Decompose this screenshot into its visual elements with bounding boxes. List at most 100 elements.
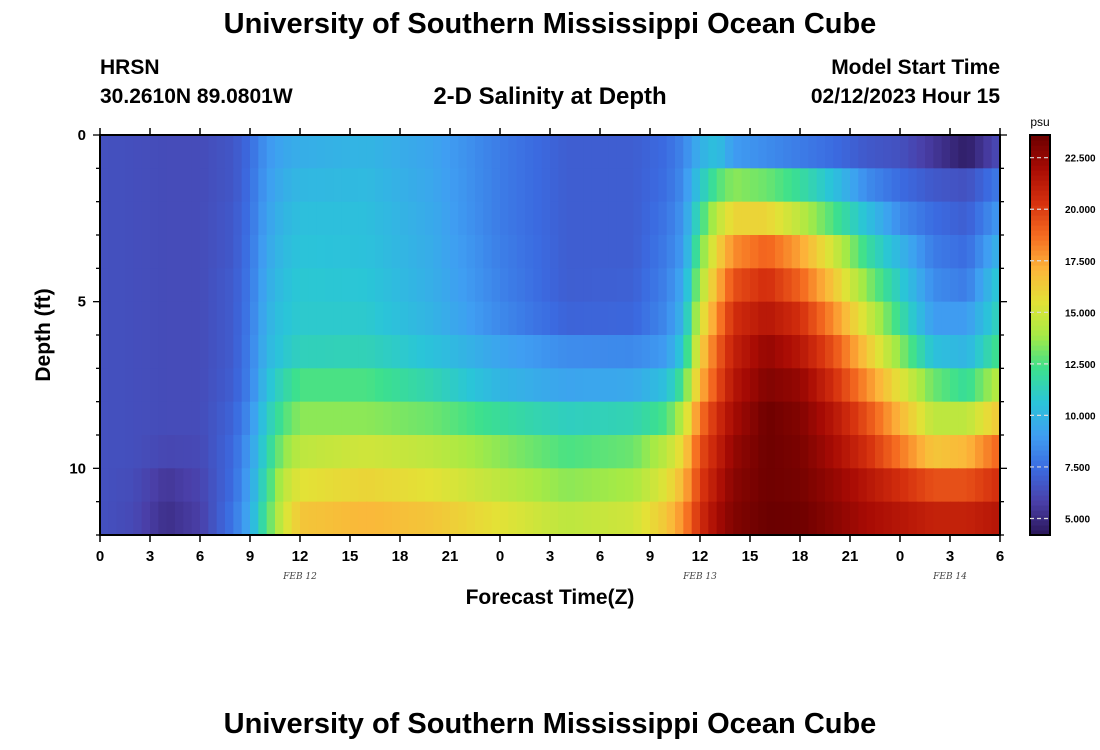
x-tick-label: 9 xyxy=(646,548,654,565)
heatmap-cell xyxy=(525,368,534,403)
heatmap-cell xyxy=(658,168,668,203)
heatmap-cell xyxy=(725,168,734,203)
heatmap-cell xyxy=(358,201,368,236)
heatmap-cell xyxy=(800,301,809,336)
heatmap-cell xyxy=(883,268,893,303)
heatmap-cell xyxy=(316,135,326,169)
heatmap-cell xyxy=(975,168,984,203)
heatmap-cell xyxy=(833,435,843,469)
heatmap-cell xyxy=(483,235,493,269)
heatmap-cell xyxy=(650,401,659,436)
heatmap-cell xyxy=(966,501,976,536)
heatmap-cell xyxy=(250,368,259,403)
heatmap-cell xyxy=(316,168,326,203)
colorbar-segment xyxy=(1030,395,1050,401)
heatmap-cell xyxy=(291,168,301,203)
heatmap-cell xyxy=(275,135,284,169)
heatmap-cell xyxy=(416,235,426,269)
heatmap-cell xyxy=(658,368,668,403)
heatmap-cell xyxy=(508,501,518,536)
heatmap-cell xyxy=(283,368,293,403)
heatmap-cell xyxy=(875,268,884,303)
heatmap-cell xyxy=(225,401,234,436)
heatmap-cell xyxy=(808,501,818,536)
heatmap-cell xyxy=(850,501,859,536)
heatmap-cell xyxy=(416,301,426,336)
heatmap-cell xyxy=(508,201,518,236)
heatmap-cell xyxy=(600,135,609,169)
heatmap-cell xyxy=(458,501,468,536)
x-tick-label: 6 xyxy=(996,548,1004,565)
heatmap-cell xyxy=(533,201,543,236)
heatmap-cell xyxy=(450,368,459,403)
heatmap-cell xyxy=(991,435,1001,469)
heatmap-cell xyxy=(258,368,268,403)
heatmap-cell xyxy=(333,201,343,236)
heatmap-cell xyxy=(450,501,459,536)
heatmap-cell xyxy=(858,401,868,436)
heatmap-cell xyxy=(750,468,759,503)
heatmap-cell xyxy=(233,368,243,403)
heatmap-cell xyxy=(491,301,501,336)
heatmap-cell xyxy=(500,401,509,436)
heatmap-cell xyxy=(183,268,193,303)
heatmap-cell xyxy=(650,235,659,269)
heatmap-cell xyxy=(633,435,643,469)
heatmap-cell xyxy=(116,135,126,169)
colorbar-segment xyxy=(1030,425,1050,431)
heatmap-cell xyxy=(508,135,518,169)
heatmap-cell xyxy=(458,235,468,269)
heatmap-cell xyxy=(166,401,176,436)
heatmap-cell xyxy=(775,135,784,169)
heatmap-cell xyxy=(216,401,226,436)
heatmap-cell xyxy=(491,135,501,169)
heatmap-cell xyxy=(425,268,434,303)
heatmap-cell xyxy=(425,501,434,536)
colorbar-segment xyxy=(1030,475,1050,481)
colorbar-segment xyxy=(1030,160,1050,166)
heatmap-cell xyxy=(333,435,343,469)
colorbar-segment xyxy=(1030,505,1050,511)
heatmap-cell xyxy=(416,435,426,469)
heatmap-cell xyxy=(866,201,876,236)
heatmap-cell xyxy=(383,201,393,236)
heatmap-cell xyxy=(933,201,943,236)
heatmap-cell xyxy=(600,435,609,469)
heatmap-cell xyxy=(341,335,351,369)
heatmap-cell xyxy=(483,501,493,536)
heatmap-cell xyxy=(866,335,876,369)
heatmap-cell xyxy=(466,301,476,336)
heatmap-cell xyxy=(475,135,484,169)
heatmap-cell xyxy=(275,335,284,369)
heatmap-cell xyxy=(483,268,493,303)
heatmap-cell xyxy=(558,168,568,203)
heatmap-cell xyxy=(666,135,676,169)
heatmap-cell xyxy=(166,468,176,503)
heatmap-cell xyxy=(666,301,676,336)
heatmap-cell xyxy=(391,401,401,436)
colorbar-segment xyxy=(1030,215,1050,221)
heatmap-cell xyxy=(191,335,201,369)
heatmap-cell xyxy=(200,401,209,436)
heatmap-cell xyxy=(541,235,551,269)
heatmap-cell xyxy=(500,301,509,336)
heatmap-cell xyxy=(733,201,743,236)
heatmap-cell xyxy=(350,501,359,536)
colorbar-segment xyxy=(1030,135,1050,141)
heatmap-cell xyxy=(691,335,701,369)
heatmap-cell xyxy=(491,235,501,269)
heatmap-cell xyxy=(575,368,584,403)
heatmap-cell xyxy=(741,435,751,469)
heatmap-cell xyxy=(133,301,143,336)
colorbar-segment xyxy=(1030,265,1050,271)
heatmap-cell xyxy=(716,401,726,436)
heatmap-cell xyxy=(200,335,209,369)
heatmap-cell xyxy=(458,335,468,369)
heatmap-cell xyxy=(166,268,176,303)
heatmap-cell xyxy=(475,335,484,369)
colorbar-segment xyxy=(1030,430,1050,436)
heatmap-cell xyxy=(683,268,693,303)
heatmap-cell xyxy=(933,401,943,436)
heatmap-cell xyxy=(741,368,751,403)
